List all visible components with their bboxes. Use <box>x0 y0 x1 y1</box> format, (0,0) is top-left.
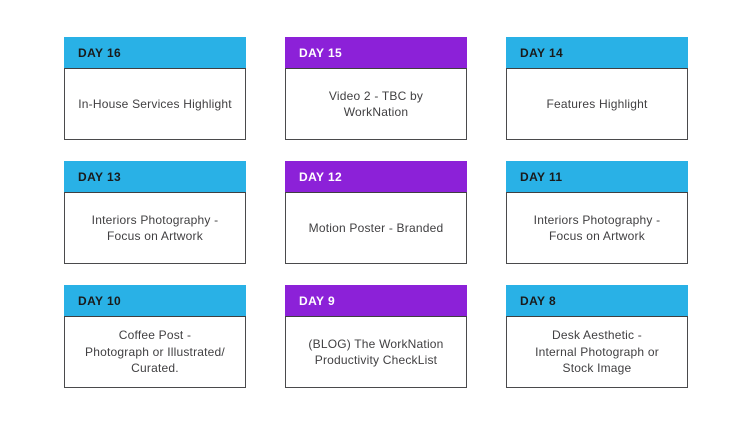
day-card-body: In-House Services Highlight <box>64 68 246 140</box>
day-description: In-House Services Highlight <box>78 96 232 111</box>
day-label: DAY 12 <box>299 169 343 184</box>
day-card-body: Video 2 - TBC by WorkNation <box>285 68 467 140</box>
day-card-header: DAY 9 <box>285 285 467 316</box>
day-card-body: Motion Poster - Branded <box>285 192 467 264</box>
day-description: Features Highlight <box>546 96 648 111</box>
day-description: Desk Aesthetic - Internal Photograph or … <box>535 328 659 376</box>
day-card-header: DAY 8 <box>506 285 688 316</box>
day-label: DAY 8 <box>520 293 557 308</box>
day-card-header: DAY 15 <box>285 37 467 68</box>
day-card-header: DAY 12 <box>285 161 467 192</box>
day-label: DAY 16 <box>78 45 122 60</box>
day-description: Motion Poster - Branded <box>308 220 444 235</box>
day-card-10: DAY 10 Coffee Post - Photograph or Illus… <box>64 285 246 388</box>
day-card-13: DAY 13 Interiors Photography - Focus on … <box>64 161 246 264</box>
day-card-body: Interiors Photography - Focus on Artwork <box>506 192 688 264</box>
day-card-header: DAY 16 <box>64 37 246 68</box>
day-label: DAY 15 <box>299 45 343 60</box>
day-card-11: DAY 11 Interiors Photography - Focus on … <box>506 161 688 264</box>
day-card-9: DAY 9 (BLOG) The WorkNation Productivity… <box>285 285 467 388</box>
day-label: DAY 9 <box>299 293 336 308</box>
day-card-body: Interiors Photography - Focus on Artwork <box>64 192 246 264</box>
day-card-header: DAY 11 <box>506 161 688 192</box>
day-card-body: (BLOG) The WorkNation Productivity Check… <box>285 316 467 388</box>
day-card-14: DAY 14 Features Highlight <box>506 37 688 140</box>
day-description: Coffee Post - Photograph or Illustrated/… <box>85 328 225 376</box>
day-card-15: DAY 15 Video 2 - TBC by WorkNation <box>285 37 467 140</box>
day-card-8: DAY 8 Desk Aesthetic - Internal Photogra… <box>506 285 688 388</box>
day-description: (BLOG) The WorkNation Productivity Check… <box>308 336 444 368</box>
day-card-body: Coffee Post - Photograph or Illustrated/… <box>64 316 246 388</box>
day-description: Video 2 - TBC by WorkNation <box>328 88 424 120</box>
day-description: Interiors Photography - Focus on Artwork <box>91 212 219 244</box>
day-card-body: Features Highlight <box>506 68 688 140</box>
day-description: Interiors Photography - Focus on Artwork <box>533 212 661 244</box>
day-label: DAY 13 <box>78 169 122 184</box>
day-card-body: Desk Aesthetic - Internal Photograph or … <box>506 316 688 388</box>
day-card-header: DAY 10 <box>64 285 246 316</box>
day-label: DAY 10 <box>78 293 122 308</box>
day-card-12: DAY 12 Motion Poster - Branded <box>285 161 467 264</box>
day-card-header: DAY 13 <box>64 161 246 192</box>
day-card-header: DAY 14 <box>506 37 688 68</box>
day-label: DAY 11 <box>520 169 563 184</box>
day-card-16: DAY 16 In-House Services Highlight <box>64 37 246 140</box>
day-label: DAY 14 <box>520 45 564 60</box>
